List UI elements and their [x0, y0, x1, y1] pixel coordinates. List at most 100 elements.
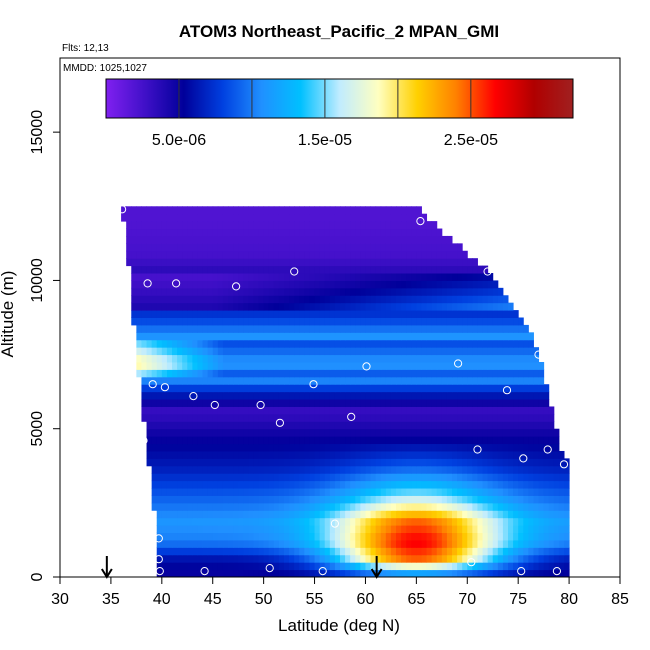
heatmap-cell	[187, 517, 193, 526]
heatmap-cell	[212, 450, 219, 459]
heatmap-cell	[182, 273, 188, 281]
heatmap-cell	[248, 221, 254, 230]
heatmap-cell	[233, 502, 239, 511]
heatmap-cell	[360, 510, 366, 519]
heatmap-cell	[360, 250, 366, 259]
heatmap-cell	[462, 361, 468, 370]
heatmap-cell	[299, 539, 305, 548]
heatmap-cell	[487, 569, 494, 577]
heatmap-cell	[324, 310, 331, 318]
heatmap-cell	[156, 221, 163, 230]
heatmap-cell	[375, 539, 382, 548]
heatmap-cell	[436, 228, 443, 237]
heatmap-cell	[248, 406, 254, 415]
heatmap-cell	[289, 525, 295, 534]
heatmap-cell	[396, 495, 402, 504]
heatmap-cell	[518, 354, 524, 363]
heatmap-cell	[472, 399, 478, 407]
heatmap-cell	[421, 280, 428, 289]
heatmap-cell	[345, 525, 351, 534]
heatmap-cell	[156, 532, 163, 541]
heatmap-cell	[202, 317, 209, 326]
heatmap-cell	[182, 243, 188, 252]
heatmap-cell	[289, 287, 295, 296]
heatmap-cell	[502, 488, 509, 496]
heatmap-cell	[375, 502, 382, 511]
heatmap-cell	[161, 406, 168, 415]
heatmap-cell	[166, 569, 173, 577]
heatmap-cell	[233, 510, 239, 519]
heatmap-cell	[238, 206, 244, 215]
heatmap-cell	[446, 458, 453, 467]
heatmap-cell	[340, 413, 346, 422]
heatmap-cell	[309, 302, 316, 311]
heatmap-cell	[482, 369, 489, 378]
heatmap-cell	[319, 317, 326, 326]
heatmap-cell	[161, 458, 168, 467]
heatmap-cell	[401, 302, 407, 311]
heatmap-cell	[258, 228, 265, 237]
heatmap-cell	[431, 517, 438, 526]
heatmap-cell	[370, 421, 377, 430]
heatmap-cell	[436, 391, 443, 400]
heatmap-cell	[482, 502, 489, 511]
heatmap-cell	[233, 488, 239, 496]
heatmap-cell	[324, 295, 331, 304]
heatmap-cell	[553, 547, 560, 556]
heatmap-cell	[212, 510, 219, 519]
heatmap-cell	[238, 465, 244, 474]
heatmap-cell	[177, 206, 183, 215]
heatmap-cell	[508, 510, 514, 519]
y-tick-label: 10000	[29, 258, 46, 303]
heatmap-cell	[136, 295, 142, 304]
heatmap-cell	[284, 525, 290, 534]
heatmap-cell	[156, 295, 163, 304]
heatmap-cell	[482, 532, 489, 541]
heatmap-cell	[248, 376, 254, 385]
heatmap-cell	[238, 488, 244, 496]
heatmap-cell	[324, 428, 331, 437]
heatmap-cell	[416, 361, 422, 370]
heatmap-cell	[426, 250, 433, 259]
heatmap-cell	[543, 391, 550, 400]
heatmap-cell	[192, 428, 198, 437]
heatmap-cell	[375, 273, 382, 281]
heatmap-cell	[314, 517, 321, 526]
heatmap-cell	[238, 458, 244, 467]
heatmap-cell	[467, 361, 473, 370]
heatmap-cell	[350, 413, 356, 422]
heatmap-cell	[385, 473, 392, 482]
heatmap-cell	[523, 324, 529, 333]
heatmap-cell	[278, 287, 285, 296]
heatmap-cell	[151, 310, 158, 318]
heatmap-cell	[161, 332, 168, 341]
heatmap-cell	[492, 480, 499, 489]
heatmap-cell	[472, 517, 478, 526]
heatmap-cell	[421, 428, 428, 437]
heatmap-cell	[472, 488, 478, 496]
sample-point	[454, 359, 463, 368]
heatmap-cell	[355, 302, 361, 311]
heatmap-cell	[172, 421, 178, 430]
heatmap-cell	[268, 473, 275, 482]
heatmap-cell	[161, 206, 168, 215]
heatmap-cell	[385, 495, 392, 504]
curtain-heatmap	[121, 206, 570, 577]
heatmap-cell	[304, 354, 310, 363]
heatmap-cell	[192, 436, 198, 445]
heatmap-cell	[192, 250, 198, 259]
heatmap-cell	[228, 354, 234, 363]
heatmap-cell	[421, 376, 428, 385]
heatmap-cell	[502, 465, 509, 474]
heatmap-cell	[472, 369, 478, 378]
heatmap-cell	[487, 399, 494, 407]
heatmap-cell	[548, 547, 555, 556]
heatmap-cell	[421, 480, 428, 489]
heatmap-cell	[543, 436, 550, 445]
heatmap-cell	[207, 554, 214, 563]
heatmap-cell	[192, 258, 198, 267]
sample-point	[347, 412, 356, 421]
heatmap-cell	[523, 562, 529, 571]
heatmap-cell	[390, 569, 397, 577]
heatmap-cell	[278, 428, 285, 437]
